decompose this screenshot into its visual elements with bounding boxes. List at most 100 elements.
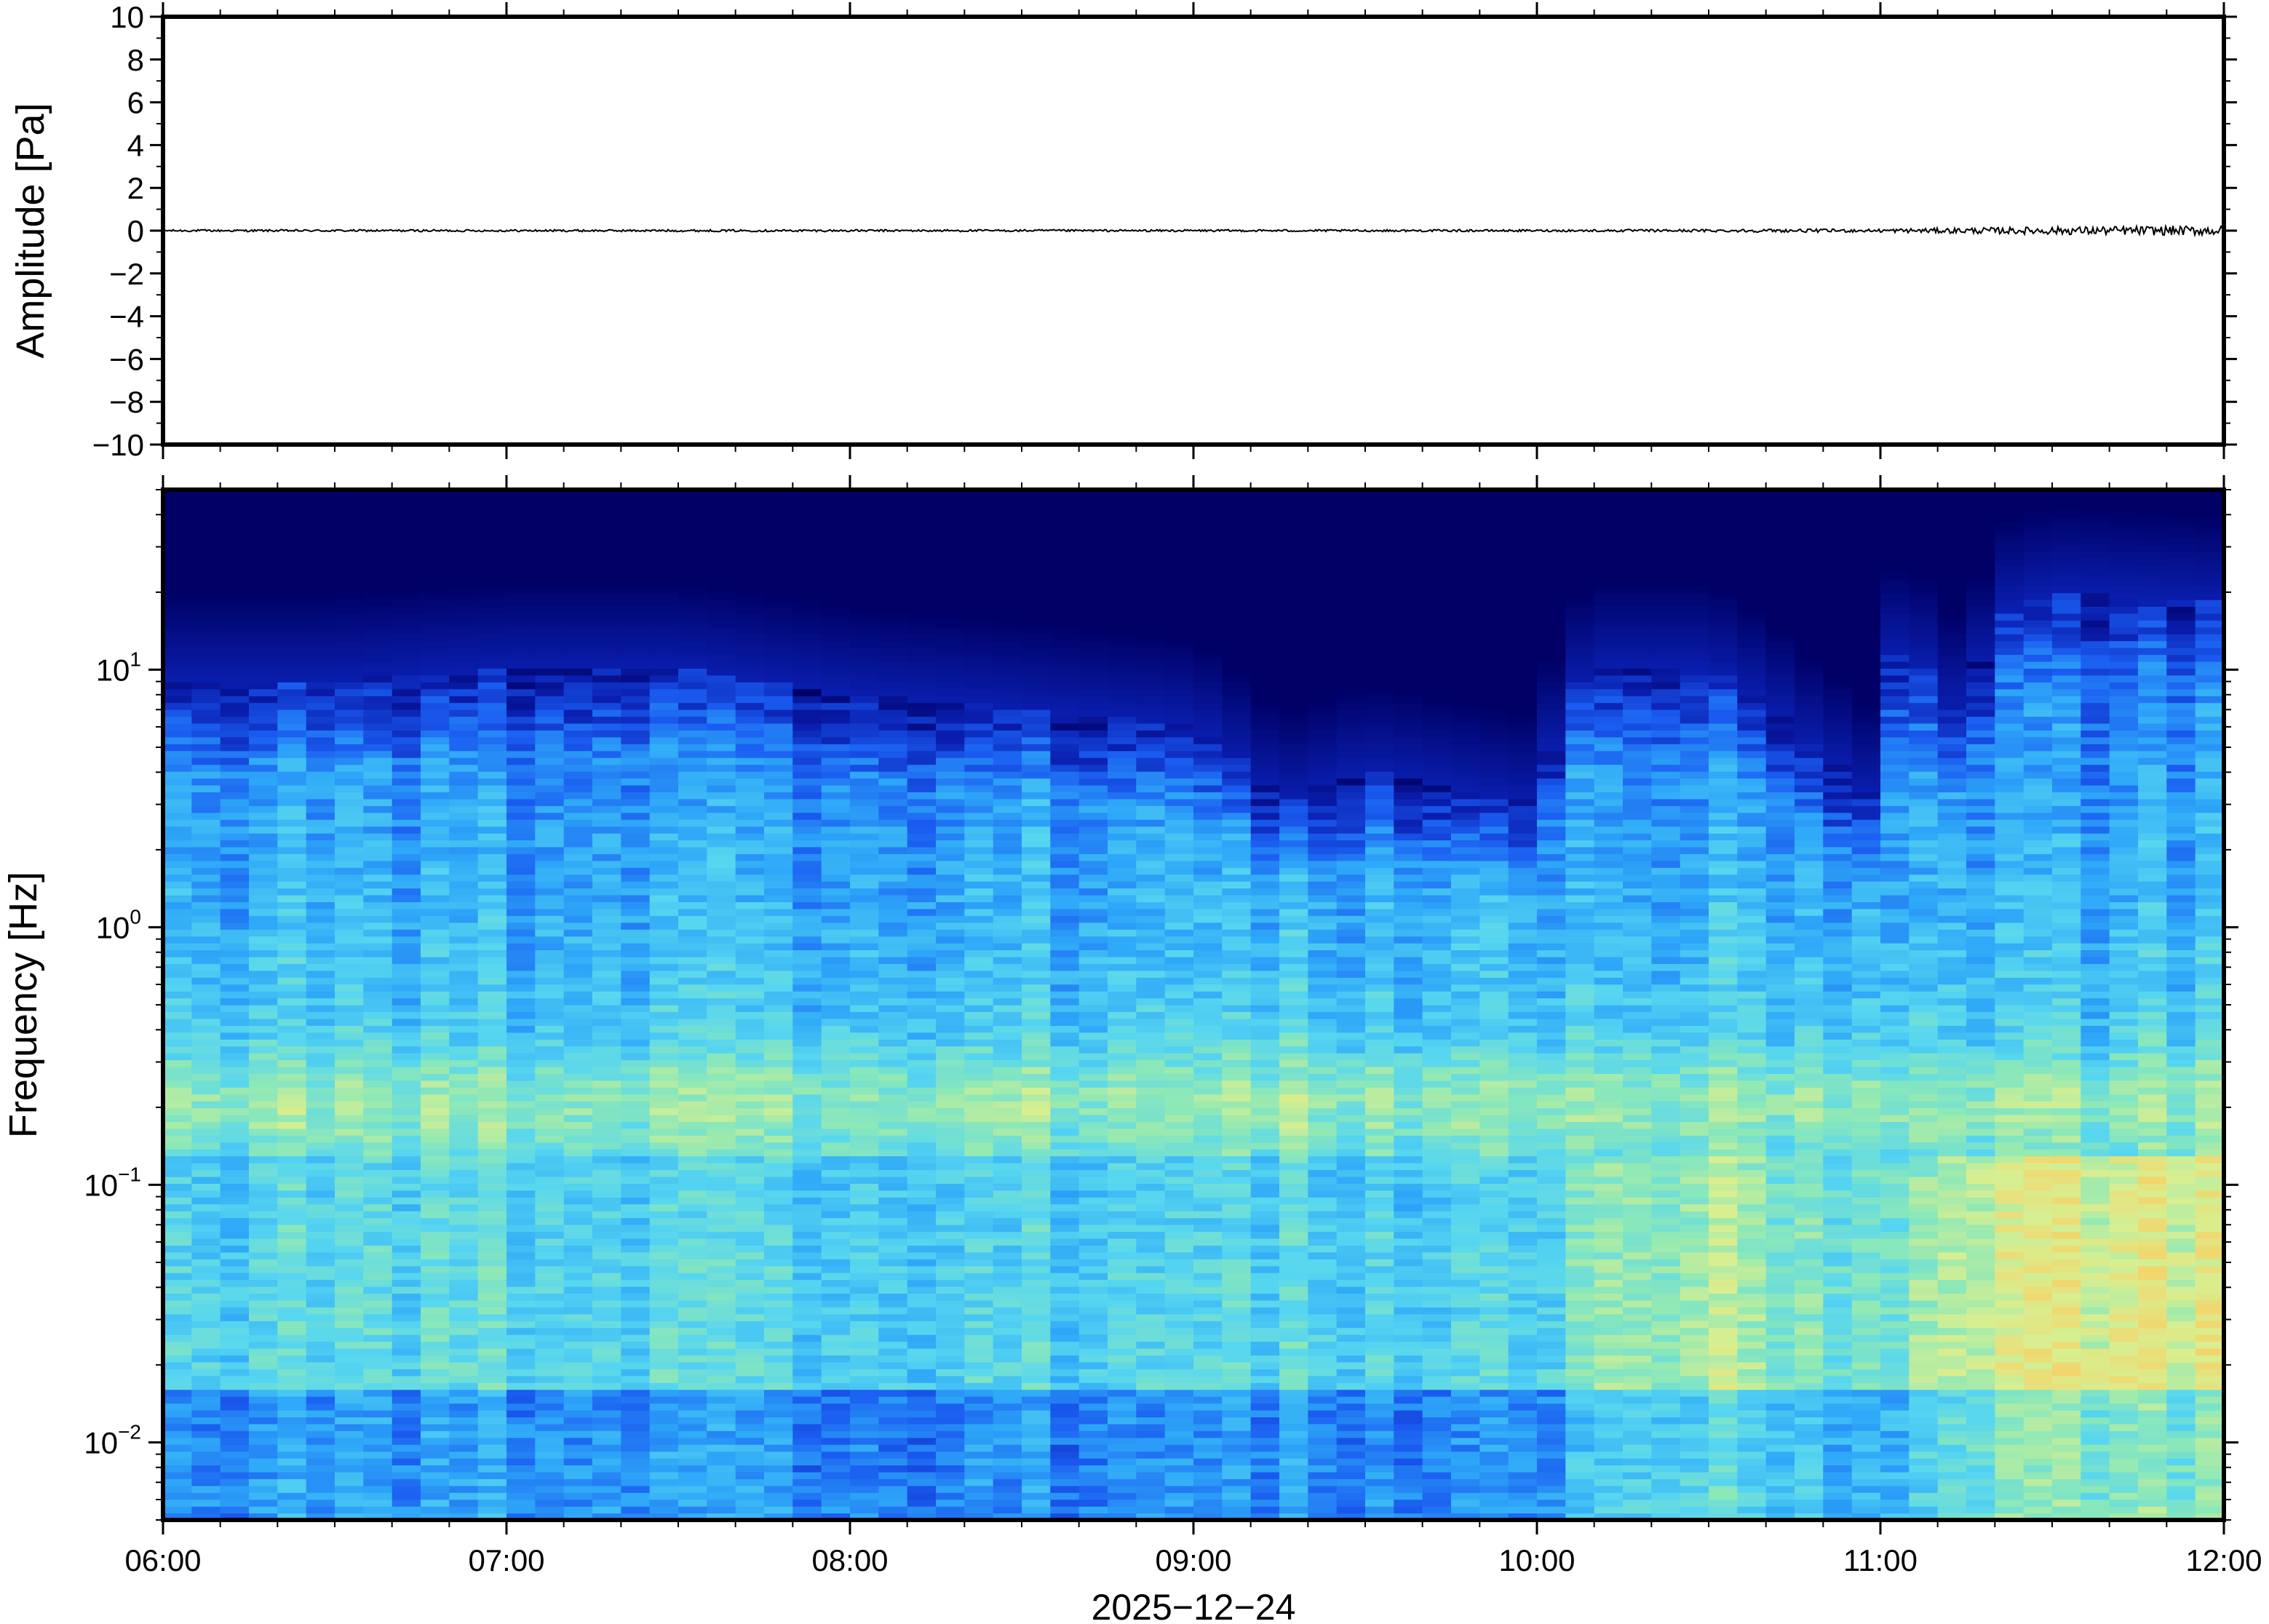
spectrogram-cell [220, 1059, 250, 1067]
spectrogram-cell [678, 943, 707, 950]
spectrogram-cell [306, 1128, 335, 1136]
spectrogram-cell [850, 1279, 879, 1287]
spectrogram-cell [964, 1059, 994, 1067]
spectrogram-cell [764, 826, 793, 834]
spectrogram-cell [363, 730, 393, 738]
spectrogram-cell [764, 1355, 793, 1363]
spectrogram-cell [506, 640, 536, 648]
spectrogram-cell [306, 846, 335, 854]
spectrogram-cell [707, 1389, 736, 1397]
spectrogram-cell [1022, 503, 1051, 511]
spectrogram-cell [563, 1025, 593, 1033]
spectrogram-cell [535, 1279, 565, 1287]
spectrogram-cell [821, 950, 851, 958]
spectrogram-cell [191, 1011, 221, 1019]
spectrogram-cell [191, 661, 221, 669]
spectrogram-cell [907, 1225, 937, 1233]
spectrogram-cell [592, 1149, 621, 1157]
spectrogram-cell [421, 1444, 450, 1452]
spectrogram-cell [621, 586, 651, 594]
spectrogram-cell [535, 1307, 565, 1315]
spectrogram-cell [1022, 1293, 1051, 1301]
spectrogram-cell [535, 1485, 565, 1493]
spectrogram-cell [220, 1355, 250, 1363]
spectrogram-cell [163, 1465, 192, 1473]
spectrogram-cell [277, 1149, 307, 1157]
spectrogram-cell [220, 784, 250, 792]
spectrogram-cell [306, 1321, 335, 1329]
spectrogram-cell [363, 1299, 393, 1307]
spectrogram-cell [678, 950, 707, 958]
spectrogram-cell [220, 648, 250, 656]
spectrogram-cell [191, 1430, 221, 1438]
spectrogram-cell [821, 1163, 851, 1171]
spectrogram-cell [477, 736, 507, 744]
spectrogram-cell [563, 1430, 593, 1438]
spectrogram-cell [163, 640, 192, 648]
spectrogram-cell [1022, 901, 1051, 909]
spectrogram-cell [563, 723, 593, 731]
spectrogram-cell [621, 592, 651, 600]
spectrogram-cell [621, 1410, 651, 1417]
spectrogram-cell [1050, 853, 1080, 861]
spectrogram-cell [592, 544, 621, 552]
spectrogram-cell [792, 1417, 822, 1425]
spectrogram-cell [735, 1478, 765, 1486]
spectrogram-cell [707, 840, 736, 848]
spectrogram-cell [477, 915, 507, 923]
spectrogram-cell [335, 860, 364, 868]
spectrogram-cell [649, 600, 679, 607]
spectrogram-cell [306, 1279, 335, 1287]
spectrogram-cell [821, 1423, 851, 1431]
spectrogram-cell [878, 895, 908, 902]
spectrogram-cell [506, 1307, 536, 1315]
spectrogram-cell [277, 1369, 307, 1377]
spectrogram-cell [449, 565, 479, 573]
spectrogram-cell [735, 1458, 765, 1465]
spectrogram-cell [363, 833, 393, 840]
spectrogram-cell [735, 833, 765, 840]
spectrogram-cell [477, 552, 507, 559]
spectrogram-cell [649, 1169, 679, 1177]
spectrogram-cell [649, 626, 679, 634]
spectrogram-cell [735, 1410, 765, 1417]
spectrogram-cell [335, 517, 364, 525]
spectrogram-cell [707, 1348, 736, 1356]
spectrogram-cell [363, 510, 393, 518]
spectrogram-cell [878, 943, 908, 950]
spectrogram-cell [764, 1183, 793, 1191]
spectrogram-cell [220, 1492, 250, 1500]
spectrogram-cell [964, 1313, 994, 1321]
spectrogram-cell [306, 517, 335, 525]
spectrogram-cell [821, 1128, 851, 1136]
spectrogram-cell [363, 1073, 393, 1081]
spectrogram-cell [392, 606, 421, 614]
spectrogram-cell [163, 1279, 192, 1287]
spectrogram-cell [936, 1073, 965, 1081]
spectrogram-cell [850, 1286, 879, 1294]
spectrogram-cell [249, 1458, 278, 1465]
spectrogram-cell [621, 1369, 651, 1377]
spectrogram-cell [621, 558, 651, 566]
spectrogram-cell [621, 1121, 651, 1129]
spectrogram-cell [277, 1375, 307, 1383]
spectrogram-cell [563, 544, 593, 552]
spectrogram-cell [421, 648, 450, 656]
spectrogram-cell [592, 874, 621, 882]
spectrogram-cell [506, 784, 536, 792]
spectrogram-cell [649, 936, 679, 944]
spectrogram-cell [392, 1169, 421, 1177]
spectrogram-cell [563, 943, 593, 950]
spectrogram-cell [592, 1025, 621, 1033]
spectrogram-cell [907, 840, 937, 848]
spectrogram-cell [277, 771, 307, 779]
spectrogram-cell [592, 1135, 621, 1143]
spectrogram-cell [306, 901, 335, 909]
spectrogram-cell [1022, 1410, 1051, 1417]
spectrogram-cell [1050, 784, 1080, 792]
spectrogram-cell [735, 490, 765, 497]
spectrogram-cell [792, 1121, 822, 1129]
spectrogram-cell [707, 1307, 736, 1315]
spectrogram-cell [821, 1506, 851, 1514]
spectrogram-cell [993, 1403, 1022, 1411]
